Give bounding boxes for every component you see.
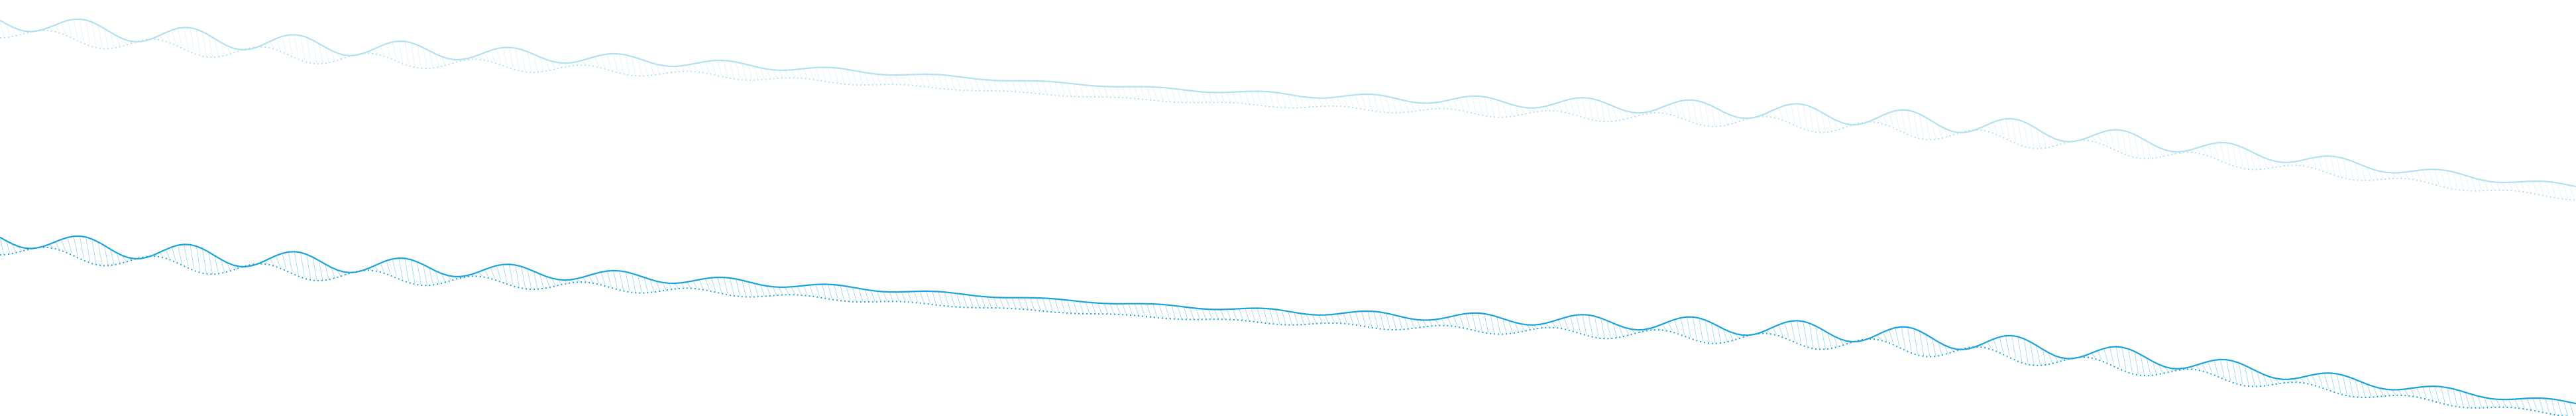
upper-wave-ribbon <box>0 18 2576 201</box>
ribbon-top-edge <box>0 18 2576 188</box>
lower-wave-ribbon <box>0 235 2576 416</box>
ribbon-bottom-edge <box>0 246 2571 416</box>
ribbon-top-edge <box>0 235 2576 405</box>
ribbon-bottom-edge <box>0 29 2576 201</box>
ribbon-hatching <box>0 19 2576 200</box>
ribbon-hatching <box>0 236 2576 416</box>
